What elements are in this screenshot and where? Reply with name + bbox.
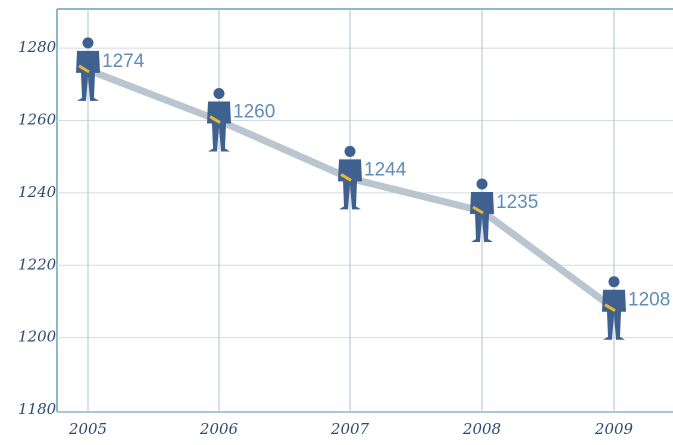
person-body <box>76 50 100 101</box>
tool <box>472 205 484 215</box>
person-marker <box>76 37 100 101</box>
person-head <box>476 178 488 190</box>
person-body <box>470 192 494 242</box>
x-tick-label: 2005 <box>68 420 107 438</box>
tool <box>209 115 221 124</box>
x-tick-label: 2006 <box>199 420 239 438</box>
person-marker <box>470 178 494 242</box>
person-body <box>602 289 626 340</box>
person-head <box>213 88 225 100</box>
value-label: 1274 <box>102 51 145 72</box>
person-head <box>344 145 356 157</box>
person-marker <box>338 145 362 210</box>
x-tick-label: 2009 <box>594 420 634 438</box>
person-head <box>608 276 620 288</box>
y-tick-label: 1180 <box>18 400 57 418</box>
value-label: 1208 <box>628 290 670 311</box>
value-label: 1260 <box>233 102 275 123</box>
value-label: 1235 <box>496 192 538 213</box>
person-body <box>207 101 231 152</box>
y-tick-label: 1220 <box>18 255 57 273</box>
person-head <box>82 37 94 49</box>
tool <box>340 173 352 182</box>
y-tick-label: 1260 <box>18 111 57 129</box>
x-tick-label: 2007 <box>330 420 370 438</box>
value-label: 1244 <box>364 159 407 180</box>
person-body <box>338 159 362 210</box>
tool <box>78 64 90 74</box>
y-tick-label: 1240 <box>18 183 57 201</box>
y-tick-label: 1200 <box>18 328 57 346</box>
person-marker <box>207 88 231 152</box>
tool <box>604 303 616 312</box>
x-tick-label: 2008 <box>462 420 501 438</box>
person-marker <box>602 276 626 340</box>
y-tick-label: 1280 <box>18 38 57 56</box>
